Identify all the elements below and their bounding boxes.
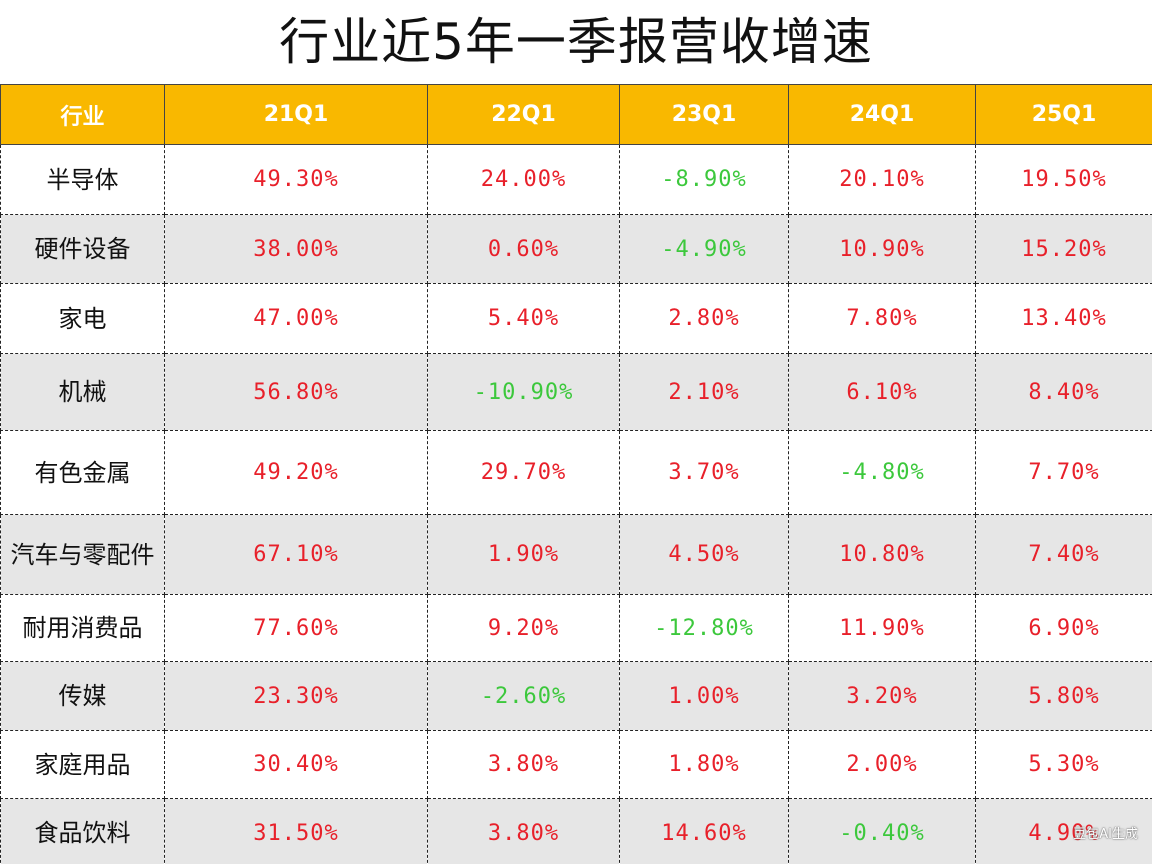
industry-name-cell: 机械 — [0, 353, 165, 431]
growth-value-cell: 2.00% — [788, 730, 976, 799]
industry-name-cell: 传媒 — [0, 661, 165, 731]
industry-name-cell: 有色金属 — [0, 430, 165, 515]
growth-value-cell: 3.70% — [619, 430, 789, 515]
growth-value-cell: 5.80% — [975, 661, 1152, 731]
growth-value-cell: 13.40% — [975, 283, 1152, 354]
table-row: 硬件设备 38.00% 0.60% -4.90% 10.90% 15.20% — [0, 214, 1152, 284]
growth-value-cell: 14.60% — [619, 798, 789, 864]
growth-value-cell: -12.80% — [619, 594, 789, 662]
growth-value-cell: 9.20% — [427, 594, 620, 662]
industry-name-cell: 食品饮料 — [0, 798, 165, 864]
growth-value-cell: 23.30% — [164, 661, 428, 731]
column-header-period: 23Q1 — [619, 84, 789, 145]
growth-value-cell: -4.90% — [619, 214, 789, 284]
growth-value-cell: -2.60% — [427, 661, 620, 731]
growth-value-cell: 8.40% — [975, 353, 1152, 431]
growth-value-cell: 49.20% — [164, 430, 428, 515]
growth-value-cell: 24.00% — [427, 144, 620, 215]
growth-value-cell: 5.40% — [427, 283, 620, 354]
growth-value-cell: 2.10% — [619, 353, 789, 431]
watermark: 豆包AI生成 — [1073, 827, 1138, 842]
column-header-industry: 行业 — [0, 84, 165, 145]
growth-value-cell: 30.40% — [164, 730, 428, 799]
page-title: 行业近5年一季报营收增速 — [279, 13, 873, 71]
growth-value-cell: -8.90% — [619, 144, 789, 215]
table-row: 机械 56.80% -10.90% 2.10% 6.10% 8.40% — [0, 353, 1152, 431]
industry-name-cell: 硬件设备 — [0, 214, 165, 284]
column-header-period: 25Q1 — [975, 84, 1152, 145]
growth-value-cell: 5.30% — [975, 730, 1152, 799]
growth-value-cell: 3.80% — [427, 730, 620, 799]
growth-value-cell: 1.90% — [427, 514, 620, 595]
growth-value-cell: 6.90% — [975, 594, 1152, 662]
growth-value-cell: 15.20% — [975, 214, 1152, 284]
table-row: 家电 47.00% 5.40% 2.80% 7.80% 13.40% — [0, 283, 1152, 354]
growth-value-cell: -0.40% — [788, 798, 976, 864]
industry-name-cell: 耐用消费品 — [0, 594, 165, 662]
growth-value-cell: 77.60% — [164, 594, 428, 662]
growth-value-cell: 3.20% — [788, 661, 976, 731]
growth-value-cell: 67.10% — [164, 514, 428, 595]
industry-name-cell: 家电 — [0, 283, 165, 354]
growth-value-cell: 7.40% — [975, 514, 1152, 595]
growth-value-cell: 2.80% — [619, 283, 789, 354]
table-row: 耐用消费品 77.60% 9.20% -12.80% 11.90% 6.90% — [0, 594, 1152, 662]
column-header-period: 24Q1 — [788, 84, 976, 145]
table-row: 半导体 49.30% 24.00% -8.90% 20.10% 19.50% — [0, 144, 1152, 215]
growth-value-cell: 10.90% — [788, 214, 976, 284]
growth-value-cell: 1.80% — [619, 730, 789, 799]
table-body: 半导体 49.30% 24.00% -8.90% 20.10% 19.50% 硬件设备 38.… — [0, 144, 1152, 864]
growth-value-cell: 19.50% — [975, 144, 1152, 215]
growth-value-cell: 1.00% — [619, 661, 789, 731]
table-row: 传媒 23.30% -2.60% 1.00% 3.20% 5.80% — [0, 661, 1152, 731]
industry-name-cell: 半导体 — [0, 144, 165, 215]
industry-name-cell: 家庭用品 — [0, 730, 165, 799]
growth-value-cell: 7.70% — [975, 430, 1152, 515]
table-row: 家庭用品 30.40% 3.80% 1.80% 2.00% 5.30% — [0, 730, 1152, 799]
growth-value-cell: 56.80% — [164, 353, 428, 431]
growth-value-cell: 7.80% — [788, 283, 976, 354]
table-header-row: 行业 21Q1 22Q1 23Q1 24Q1 25Q1 — [0, 84, 1152, 145]
growth-value-cell: 3.80% — [427, 798, 620, 864]
column-header-period: 22Q1 — [427, 84, 620, 145]
growth-value-cell: 20.10% — [788, 144, 976, 215]
growth-value-cell: 49.30% — [164, 144, 428, 215]
table-row: 汽车与零配件 67.10% 1.90% 4.50% 10.80% 7.40% — [0, 514, 1152, 595]
table-row: 有色金属 49.20% 29.70% 3.70% -4.80% 7.70% — [0, 430, 1152, 515]
growth-value-cell: 0.60% — [427, 214, 620, 284]
growth-value-cell: 4.50% — [619, 514, 789, 595]
industry-name-cell: 汽车与零配件 — [0, 514, 165, 595]
growth-value-cell: -4.80% — [788, 430, 976, 515]
growth-value-cell: 38.00% — [164, 214, 428, 284]
table-row: 食品饮料 31.50% 3.80% 14.60% -0.40% 4.90% — [0, 798, 1152, 864]
growth-value-cell: 31.50% — [164, 798, 428, 864]
growth-value-cell: -10.90% — [427, 353, 620, 431]
growth-value-cell: 29.70% — [427, 430, 620, 515]
growth-table: 行业 21Q1 22Q1 23Q1 24Q1 25Q1 半导体 49.30% 24.… — [0, 84, 1152, 864]
growth-value-cell: 4.90% — [975, 798, 1152, 864]
growth-value-cell: 11.90% — [788, 594, 976, 662]
growth-value-cell: 10.80% — [788, 514, 976, 595]
column-header-period: 21Q1 — [164, 84, 428, 145]
growth-value-cell: 6.10% — [788, 353, 976, 431]
growth-value-cell: 47.00% — [164, 283, 428, 354]
